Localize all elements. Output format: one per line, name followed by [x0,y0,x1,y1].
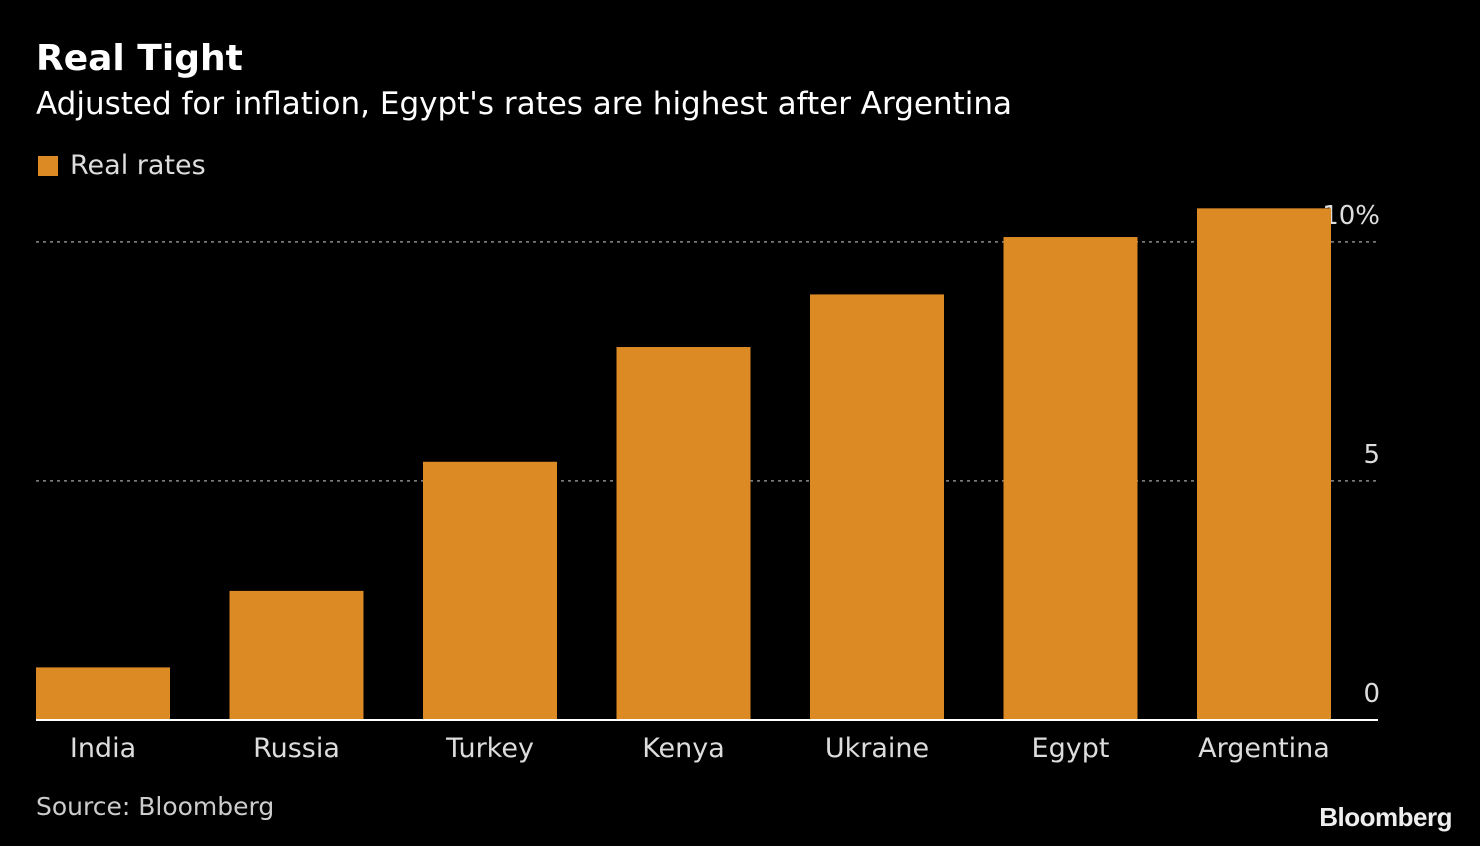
bar-russia [229,590,364,720]
y-tick-label-0: 0 [1363,679,1380,709]
bloomberg-logo: Bloomberg [1319,802,1452,832]
y-tick-label-10: 10% [1322,201,1380,231]
chart-title: Real Tight [36,38,243,79]
bar-turkey [423,461,557,720]
legend-label-real-rates: Real rates [70,150,206,181]
x-tick-label-argentina: Argentina [1198,733,1330,764]
source-note: Source: Bloomberg [36,792,275,821]
legend: Real rates [38,150,206,181]
x-tick-label-turkey: Turkey [445,733,534,764]
x-tick-label-egypt: Egypt [1032,733,1110,764]
x-tick-label-ukraine: Ukraine [825,733,929,764]
bar-kenya [616,347,751,720]
legend-swatch-real-rates [38,155,58,176]
bar-ukraine [810,294,944,720]
x-tick-label-india: India [70,733,136,764]
bar-egypt [1003,237,1138,720]
bar-argentina [1197,208,1331,720]
y-tick-label-5: 5 [1363,440,1380,470]
chart-subtitle: Adjusted for inflation, Egypt's rates ar… [36,86,1013,122]
x-tick-label-russia: Russia [253,733,340,764]
bar-india [36,667,170,720]
x-tick-label-kenya: Kenya [642,733,725,764]
